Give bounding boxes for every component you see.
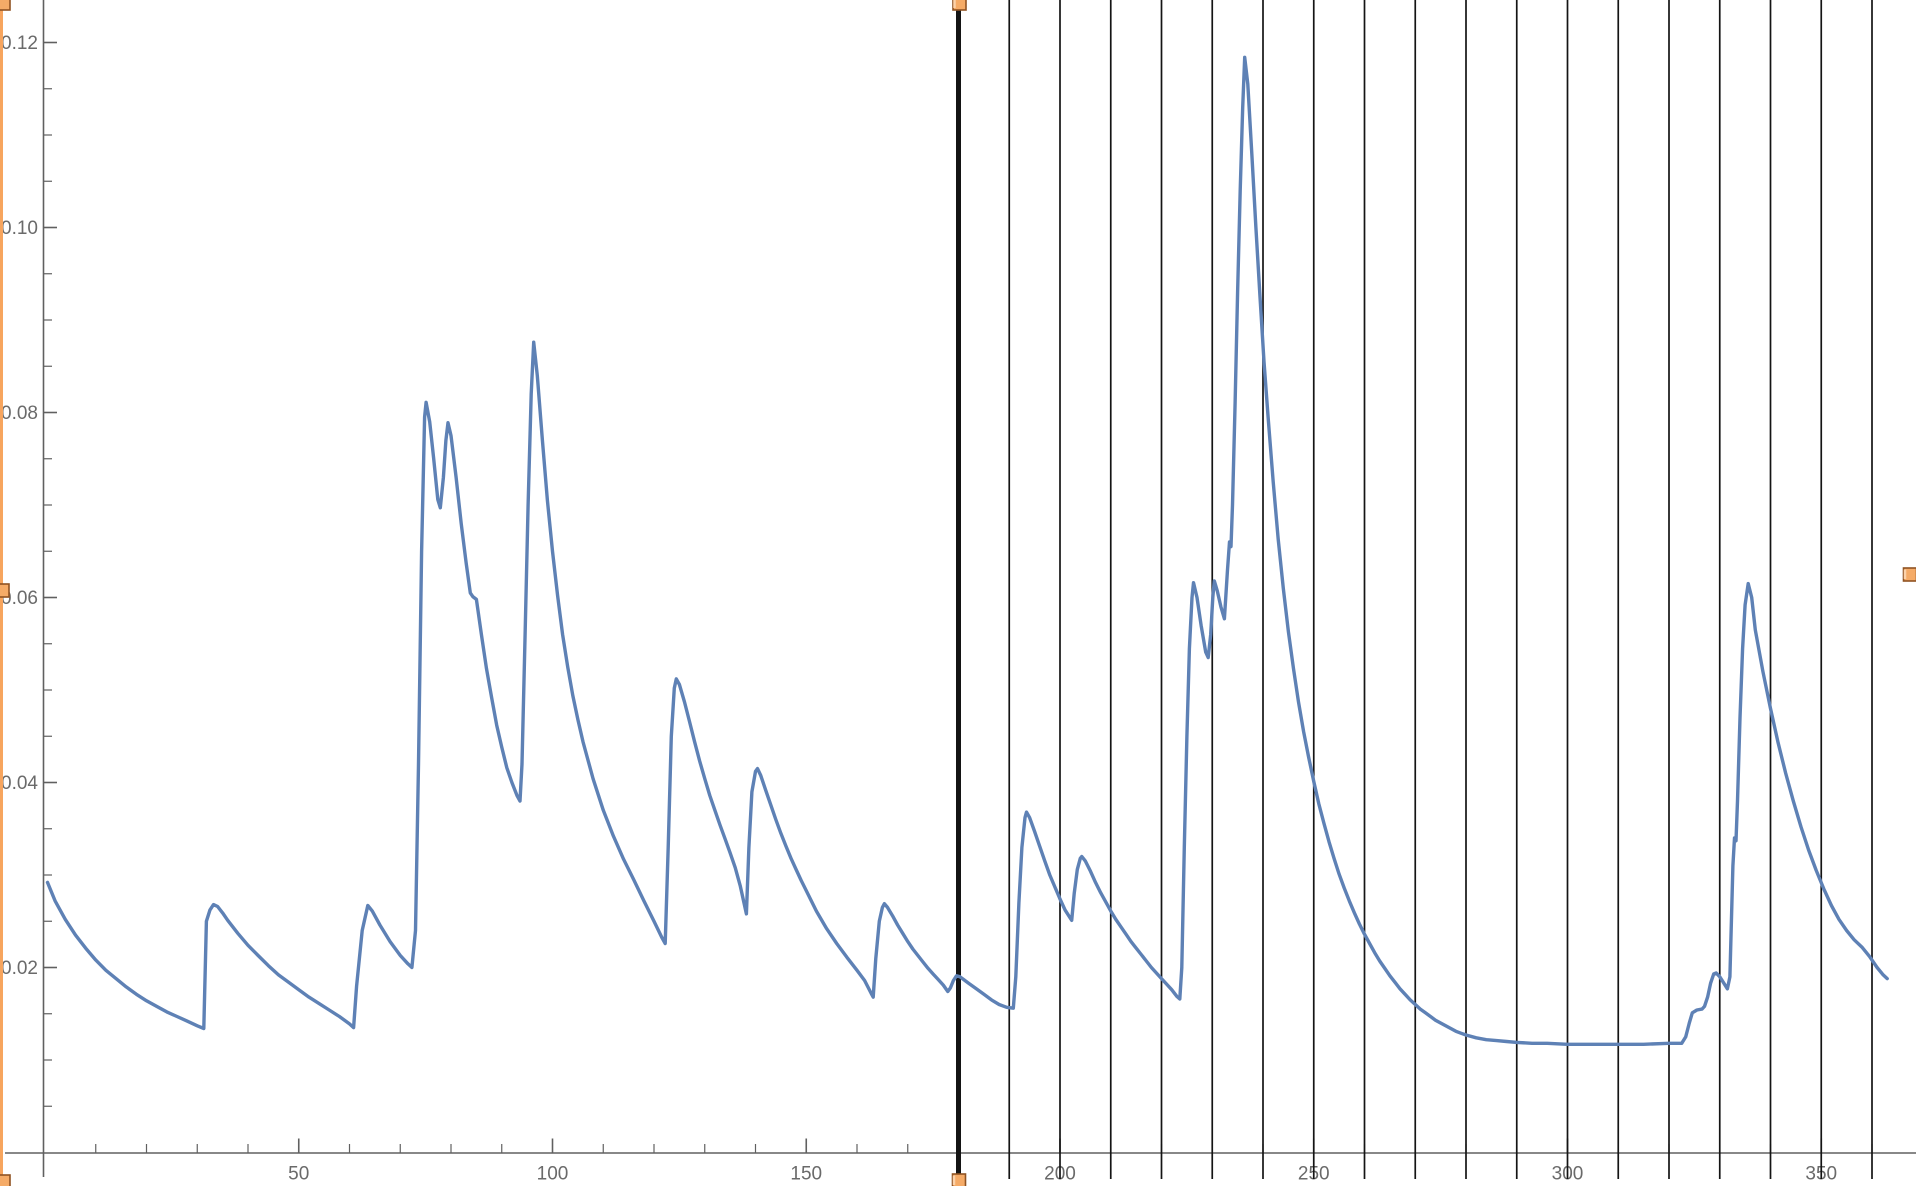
y-tick-label: 0.02 xyxy=(1,958,38,979)
selection-handle-middle-left[interactable] xyxy=(0,583,10,598)
y-tick-label: 0.12 xyxy=(1,33,38,54)
selection-handle-middle-right[interactable] xyxy=(1902,567,1916,582)
series-simulated-outbreak-time-series xyxy=(45,55,1889,1047)
y-tick-label: 0.10 xyxy=(1,218,38,239)
x-tick-label: 50 xyxy=(288,1164,309,1185)
y-tick-label: 0.06 xyxy=(1,588,38,609)
selection-handle-top-center[interactable] xyxy=(952,0,967,11)
x-tick-label: 150 xyxy=(790,1164,822,1185)
selection-handle-bottom-center[interactable] xyxy=(951,1173,967,1186)
x-tick-label: 100 xyxy=(537,1164,569,1185)
selection-handle-top-left[interactable] xyxy=(0,0,11,11)
selection-handle-bottom-left[interactable] xyxy=(0,1174,11,1186)
y-tick-label: 0.04 xyxy=(1,773,38,794)
y-tick-label: 0.08 xyxy=(1,403,38,424)
